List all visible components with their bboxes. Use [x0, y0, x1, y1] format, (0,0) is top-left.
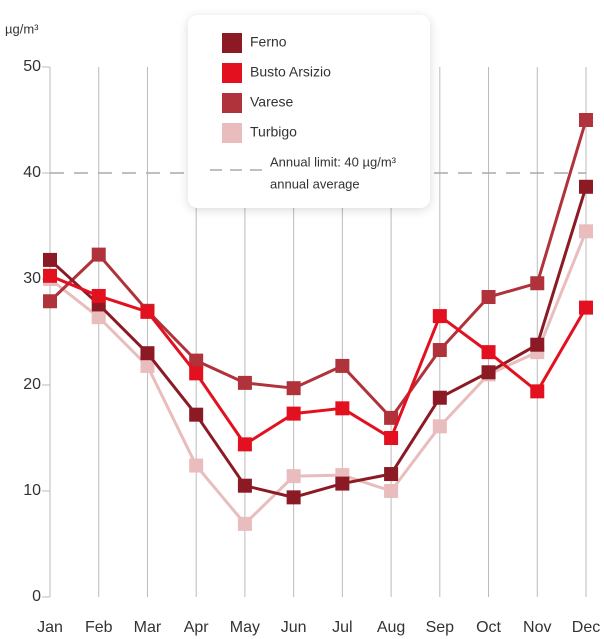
legend-swatch	[222, 93, 242, 113]
x-tick-label: Nov	[523, 619, 551, 636]
point	[335, 358, 350, 373]
x-tick-label: Dec	[572, 619, 600, 636]
series-line	[49, 230, 588, 526]
point	[91, 288, 106, 303]
y-axis-unit: µg/m³	[5, 21, 39, 36]
point	[384, 484, 399, 498]
point	[189, 366, 204, 381]
legend-label: Varese	[250, 94, 294, 110]
legend-swatch	[222, 123, 242, 143]
point	[286, 469, 301, 484]
point	[579, 300, 593, 315]
point	[384, 431, 399, 445]
point	[384, 467, 399, 482]
point	[237, 375, 252, 390]
point	[91, 310, 106, 325]
point	[91, 247, 106, 262]
point	[579, 224, 593, 239]
y-tick-label: 10	[23, 482, 41, 499]
y-tick-label: 0	[32, 588, 41, 605]
x-tick-label: Mar	[134, 619, 162, 636]
y-tick-label: 30	[23, 270, 41, 287]
legend-label: Busto Arsizio	[250, 64, 331, 80]
point	[335, 476, 350, 491]
point	[140, 358, 155, 373]
y-tick-label: 20	[23, 376, 41, 393]
point	[43, 252, 57, 267]
legend-swatch	[222, 33, 242, 53]
point	[43, 294, 57, 309]
point	[189, 353, 204, 368]
legend-box	[188, 15, 430, 208]
legend-label: Ferno	[250, 34, 287, 50]
point	[384, 410, 399, 425]
x-tick-label: Jan	[37, 619, 63, 636]
point	[432, 390, 447, 405]
legend-limit-label: Annual limit: 40 µg/m³	[270, 154, 397, 169]
point	[579, 113, 593, 127]
point	[481, 365, 496, 380]
point	[432, 309, 447, 324]
point	[189, 407, 204, 422]
x-tick-label: Apr	[184, 619, 210, 636]
x-tick-label: Oct	[476, 619, 501, 636]
point	[140, 304, 155, 319]
point	[481, 345, 496, 360]
series-line	[49, 274, 588, 446]
series-line	[48, 186, 588, 499]
point	[432, 419, 447, 434]
point	[481, 290, 496, 305]
x-tick-label: Jun	[281, 619, 307, 636]
x-tick-label: May	[230, 619, 260, 636]
point	[432, 343, 447, 358]
x-tick-label: Feb	[85, 619, 113, 636]
point	[530, 384, 545, 399]
point	[530, 337, 545, 352]
point	[286, 381, 301, 396]
point	[189, 458, 204, 473]
point	[286, 406, 301, 421]
legend-label: Turbigo	[250, 124, 297, 140]
y-tick-label: 50	[23, 58, 41, 75]
x-tick-label: Sep	[426, 619, 455, 636]
x-tick-label: Aug	[377, 619, 405, 636]
point	[43, 268, 57, 283]
x-tick-label: Jul	[332, 619, 352, 636]
point	[579, 179, 593, 194]
legend-limit-label: annual average	[270, 176, 360, 191]
point	[286, 490, 301, 505]
y-tick-label: 40	[23, 164, 41, 181]
point	[530, 276, 545, 291]
point	[237, 516, 252, 531]
point	[237, 478, 252, 493]
point	[237, 437, 252, 452]
point	[335, 401, 350, 416]
legend-swatch	[222, 63, 242, 83]
point	[140, 346, 155, 361]
series-line	[48, 119, 588, 420]
